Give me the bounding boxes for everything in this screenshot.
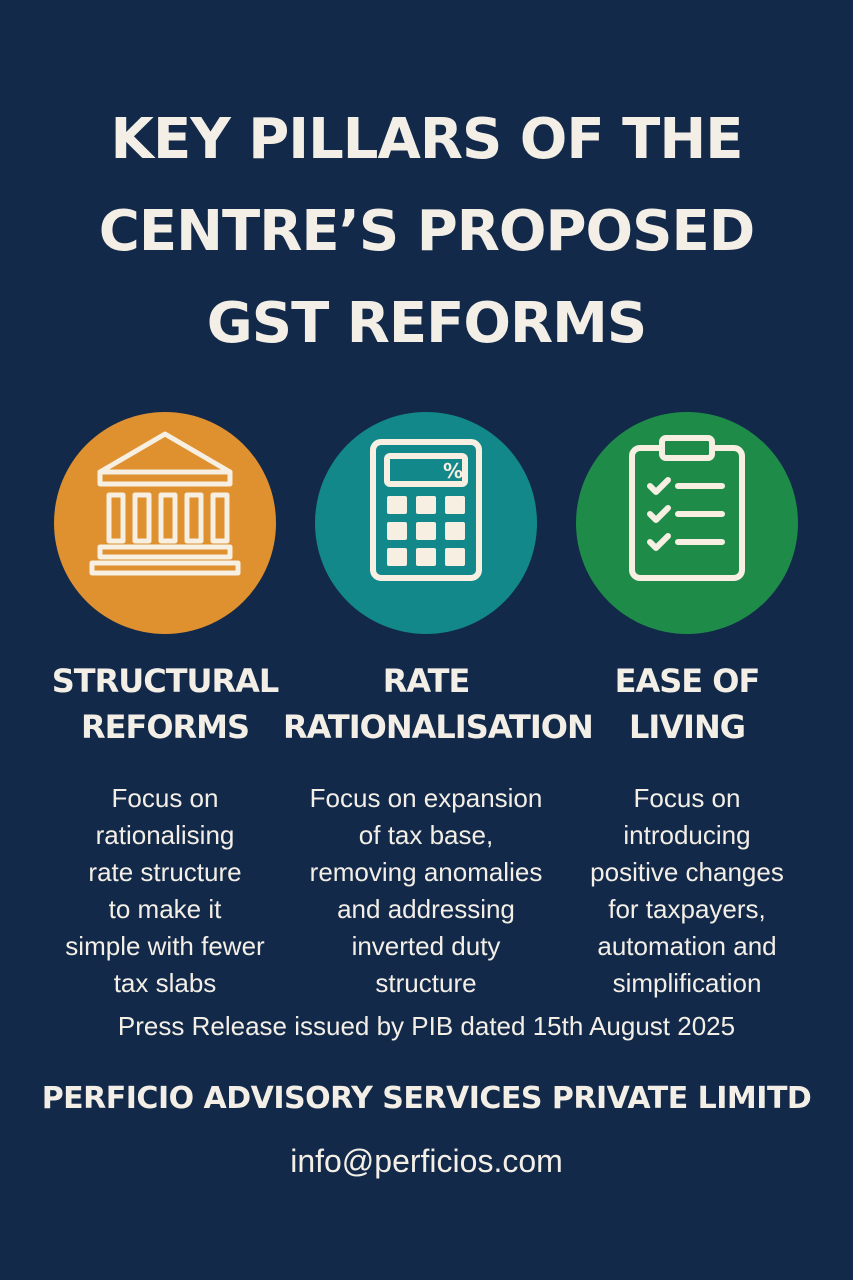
description-line: introducing (623, 820, 751, 850)
description-line: inverted duty (351, 931, 501, 961)
title-line-3: GST REFORMS (206, 291, 647, 356)
description-line: simplification (612, 968, 762, 998)
pillar-heading: EASE OF LIVING (544, 658, 830, 750)
pillar-heading-line: STRUCTURAL (51, 662, 280, 700)
company-name: PERFICIO ADVISORY SERVICES PRIVATE LIMIT… (41, 1081, 812, 1116)
title-line-1: KEY PILLARS OF THE (110, 107, 744, 172)
clipboard-checklist-icon-graphic (629, 435, 745, 581)
clipboard-checklist-icon (576, 412, 798, 634)
pillar-structural-reforms: STRUCTURAL REFORMS Focus on rationalisin… (22, 412, 308, 1002)
pillar-rate-rationalisation: % RATE RATIONALISATION Focus on expansio… (283, 412, 594, 1002)
description-line: of tax base, (358, 820, 494, 850)
description-line: to make it (108, 894, 222, 924)
description-line: structure (375, 968, 477, 998)
description-line: tax slabs (113, 968, 217, 998)
description-line: for taxpayers, (608, 894, 766, 924)
pillar-heading-line: REFORMS (80, 708, 250, 746)
pillar-heading-line: LIVING (628, 708, 746, 746)
description-line: Focus on expansion (309, 783, 543, 813)
pillar-heading: RATE RATIONALISATION (283, 658, 594, 750)
pillar-description: Focus on rationalising rate structure to… (22, 780, 308, 1002)
calculator-percent-icon-graphic: % (370, 439, 482, 581)
title-line-2: CENTRE’S PROPOSED (98, 199, 755, 264)
svg-text:%: % (443, 459, 463, 483)
description-line: simple with fewer (65, 931, 265, 961)
description-line: Focus on (111, 783, 219, 813)
pillar-heading: STRUCTURAL REFORMS (22, 658, 308, 750)
contact-email[interactable]: info@perficios.com (290, 1143, 563, 1179)
government-building-icon-graphic (89, 431, 241, 576)
pillar-heading-line: RATIONALISATION (283, 708, 594, 746)
page-title: KEY PILLARS OF THE CENTRE’S PROPOSED GST… (0, 94, 853, 370)
calculator-percent-icon: % (315, 412, 537, 634)
pillar-description: Focus on expansion of tax base, removing… (283, 780, 569, 1002)
description-line: removing anomalies (309, 857, 543, 887)
description-line: rate structure (88, 857, 242, 887)
description-line: positive changes (590, 857, 784, 887)
description-line: rationalising (95, 820, 235, 850)
press-release-note: Press Release issued by PIB dated 15th A… (117, 1011, 736, 1041)
pillar-ease-of-living: EASE OF LIVING Focus on introducing posi… (544, 412, 830, 1002)
description-line: Focus on (633, 783, 741, 813)
pillar-heading-line: EASE OF (614, 662, 761, 700)
description-line: and addressing (337, 894, 515, 924)
government-building-icon (54, 412, 276, 634)
pillar-description: Focus on introducing positive changes fo… (544, 780, 830, 1002)
description-line: automation and (597, 931, 777, 961)
pillar-heading-line: RATE (382, 662, 471, 700)
